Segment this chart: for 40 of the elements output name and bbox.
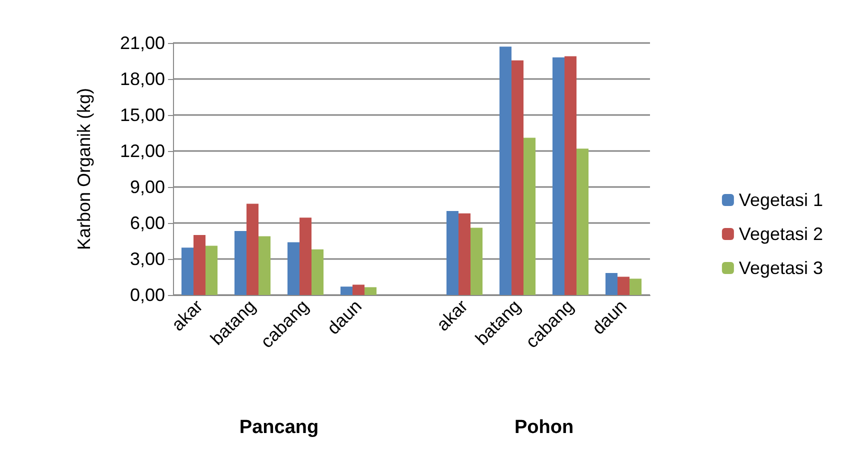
bar: [617, 276, 630, 295]
text: Pohon: [514, 417, 574, 438]
bar: [340, 286, 352, 295]
bar: [193, 235, 206, 295]
y-tick-label: 3,00: [130, 249, 165, 269]
bar: [258, 236, 271, 295]
legend-label: Vegetasi 2: [738, 224, 824, 244]
bar: [246, 204, 259, 295]
bar: [287, 242, 300, 295]
bar: [312, 249, 324, 295]
bar: [446, 211, 458, 295]
y-tick-label: 15,00: [120, 105, 165, 125]
y-tick-label: 0,00: [130, 285, 165, 305]
bar: [458, 213, 471, 295]
bar: [511, 60, 524, 295]
bar: [605, 273, 618, 295]
bar: [576, 148, 589, 295]
y-tick-label: 6,00: [130, 213, 165, 233]
legend-label: Vegetasi 3: [738, 258, 824, 278]
bar: [364, 287, 377, 295]
bar: [299, 218, 312, 295]
bar: [234, 231, 246, 295]
bar: [181, 248, 194, 295]
x-tick-label: akar: [168, 296, 207, 335]
bar: [564, 56, 577, 295]
y-axis-title: Karbon Organik (kg): [74, 88, 94, 250]
x-tick-label: akar: [432, 296, 472, 335]
y-tick-label: 12,00: [120, 141, 165, 161]
bar: [524, 138, 536, 295]
bar: [470, 228, 483, 295]
bar: [552, 57, 564, 295]
y-tick-label: 9,00: [130, 177, 165, 197]
y-tick-label: 18,00: [120, 69, 165, 89]
legend-label: Vegetasi 1: [738, 190, 824, 210]
bar: [499, 46, 512, 295]
bar: [352, 284, 365, 295]
y-tick-label: 21,00: [120, 33, 165, 53]
bar: [630, 278, 642, 295]
bar: [206, 246, 218, 295]
text: Pancang: [239, 417, 319, 438]
